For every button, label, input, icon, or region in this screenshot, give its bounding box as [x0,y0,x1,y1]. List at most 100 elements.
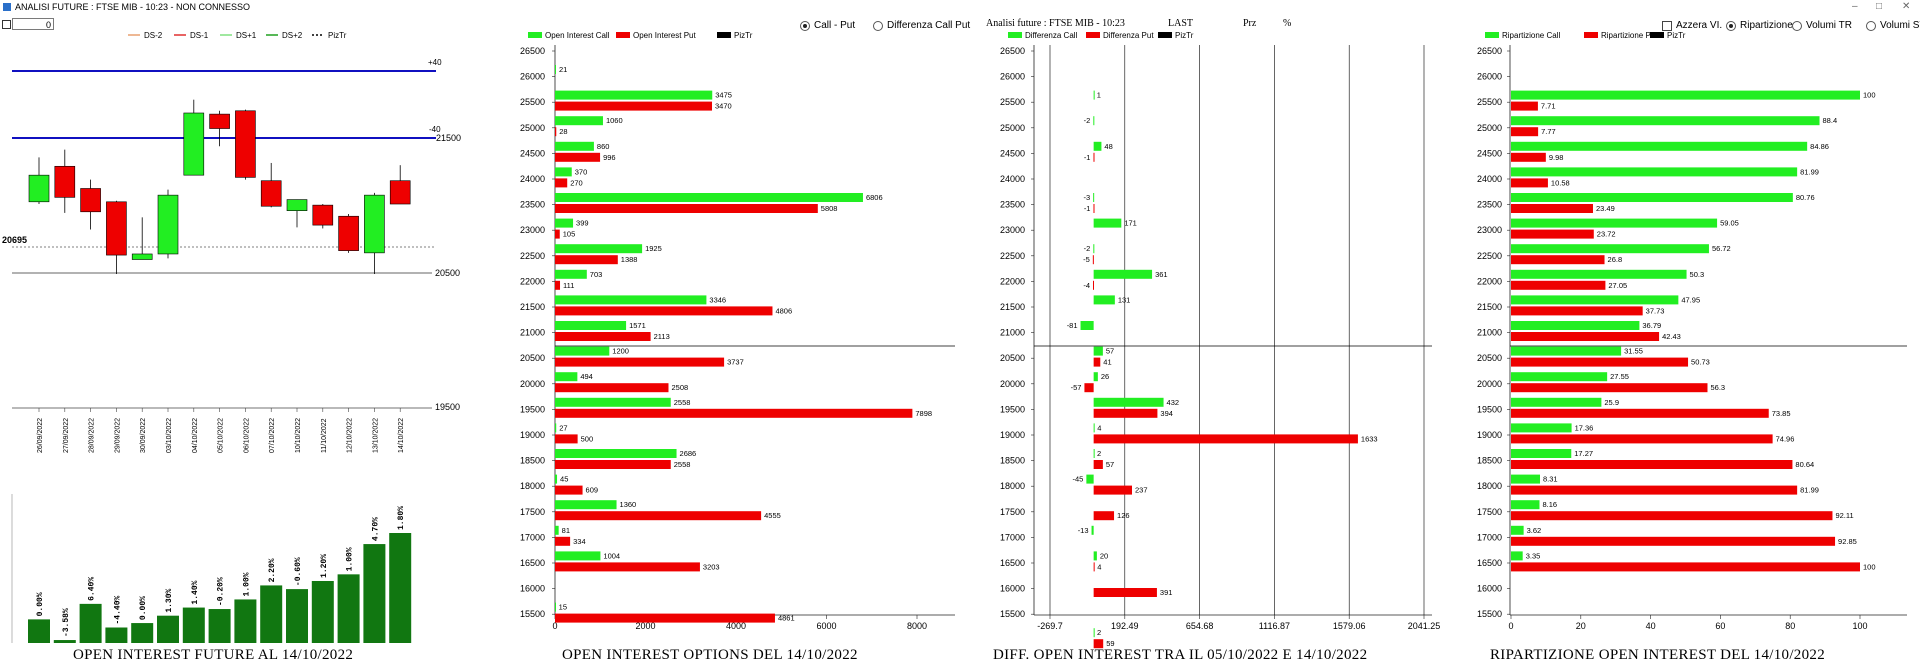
legend-label-ds-2: DS-2 [144,31,163,40]
candle-body [312,204,334,226]
split-call-bar-label: 84.86 [1810,142,1829,151]
radio-call-put-circle[interactable] [800,20,810,31]
diff-call-bar-label: 2 [1097,628,1101,637]
options-call-bar [555,602,556,612]
split-x-tick-label: 100 [1852,621,1867,631]
split-call-bar [1511,423,1572,433]
split-call-bar-label: 56.72 [1712,244,1731,253]
split-call-bar [1511,167,1798,177]
radio-ripartizione-circle[interactable] [1726,20,1736,31]
diff-strike-label: 22000 [1000,276,1025,286]
oi-bar-label: 2.20% [268,558,277,582]
split-put-bar-label: 23.49 [1596,204,1615,213]
oi-bar [157,615,179,643]
options-put-bar-label: 7898 [915,409,932,418]
azzera-checkbox-option[interactable]: Azzera VI. [1662,20,1722,31]
options-put-bar [555,485,583,495]
oi-bar-label: 1.00% [242,572,251,596]
maximize-button[interactable]: □ [1876,1,1883,12]
candle-body [286,199,308,211]
oi-bar-label: 4.70% [371,517,380,541]
diff-call-bar [1093,551,1097,561]
options-call-bar [555,474,558,484]
options-strike-label: 19500 [520,404,545,414]
options-call-bar-label: 860 [597,142,610,151]
split-call-bar-label: 25.9 [1604,398,1619,407]
split-call-bar [1511,500,1540,510]
options-put-bar [555,460,671,469]
options-put-bar-label: 4555 [764,511,781,520]
diff-put-bar [1093,562,1095,572]
diff-call-bar [1093,397,1164,407]
radio-differenza[interactable]: Differenza Call Put [873,20,970,31]
options-call-bar-label: 1925 [645,244,662,253]
options-call-bar [555,141,594,151]
options-put-bar-label: 105 [563,230,576,239]
options-strike-label: 17000 [520,532,545,542]
options-put-bar [555,434,578,444]
split-call-bar-label: 36.79 [1642,321,1661,330]
oi-bar-label: -0.20% [217,577,226,606]
number-field[interactable]: 0 [12,18,54,30]
radio-ripartizione[interactable]: Ripartizione [1726,20,1793,31]
radio-call-put[interactable]: Call - Put [800,20,855,31]
radio-volumi-st[interactable]: Volumi ST [1866,20,1920,31]
candle-body [80,188,101,213]
oi-bar-label: 1.30% [165,588,174,612]
diff-strike-label: 15500 [1000,609,1025,619]
options-call-bar [555,90,713,100]
diff-call-bar [1093,449,1095,458]
diff-call-bar-label: 57 [1106,347,1114,356]
options-put-bar [555,229,560,239]
diff-x-tick-label: 1579.06 [1333,621,1366,631]
future-panel-title: OPEN INTEREST FUTURE AL 14/10/2022 [73,647,354,663]
oi-bar [105,627,128,643]
close-button[interactable]: ✕ [1902,1,1911,12]
split-put-bar [1511,255,1605,265]
diff-put-bar [1093,204,1095,213]
oi-bar-label: -4.40% [113,595,122,624]
date-label: 13/10/2022 [372,418,379,453]
split-call-bar-label: 88.4 [1823,116,1838,125]
diff-call-bar-label: -45 [1073,475,1084,484]
options-call-bar [555,65,556,74]
app-icon [3,3,11,11]
options-put-bar [555,511,762,521]
options-put-bar-label: 609 [586,486,599,495]
radio-differenza-circle[interactable] [873,20,883,31]
diff-put-bar [1092,255,1094,265]
diff-call-bar [1086,474,1094,484]
diff-call-bar-label: 131 [1118,295,1131,304]
diff-call-bar-label: 361 [1155,270,1168,279]
diff-header-title: Analisi future : FTSE MIB - 10:23 [986,18,1125,29]
date-label: 30/09/2022 [140,418,147,453]
date-label: 26/09/2022 [37,418,44,453]
split-put-bar-label: 27.05 [1608,281,1627,290]
radio-volumi-tr[interactable]: Volumi TR [1792,20,1852,31]
oi-bar [234,599,257,643]
radio-volumi-st-circle[interactable] [1866,20,1876,31]
azzera-checkbox[interactable] [1662,20,1672,31]
split-put-bar-label: 73.85 [1772,409,1791,418]
future-panel: DS-2 DS-1 DS+1 DS+2 PizTr +40 -40 21500 20695 205… [0,0,470,667]
split-strike-label: 20000 [1477,379,1502,389]
split-x-tick-label: 0 [1508,621,1513,631]
options-call-bar [555,167,572,177]
options-checkbox[interactable] [2,20,11,29]
oi-bar-label: 6.40% [88,577,97,601]
diff-call-bar [1091,525,1094,535]
split-strike-label: 18500 [1477,456,1502,466]
oi-bar-label: 1.80% [397,506,406,530]
split-put-bar [1511,536,1836,546]
legend-label-ds-1: DS-1 [190,31,209,40]
options-put-bar-label: 3737 [727,358,744,367]
band-label-upper: +40 [428,58,442,67]
diff-call-bar-label: -3 [1083,193,1090,202]
radio-volumi-tr-circle[interactable] [1792,20,1802,31]
diff-call-bar-label: -13 [1078,526,1089,535]
minimize-button[interactable]: – [1852,1,1858,12]
split-put-bar [1511,460,1793,469]
oi-bar [53,640,76,643]
date-label: 07/10/2022 [269,418,276,453]
